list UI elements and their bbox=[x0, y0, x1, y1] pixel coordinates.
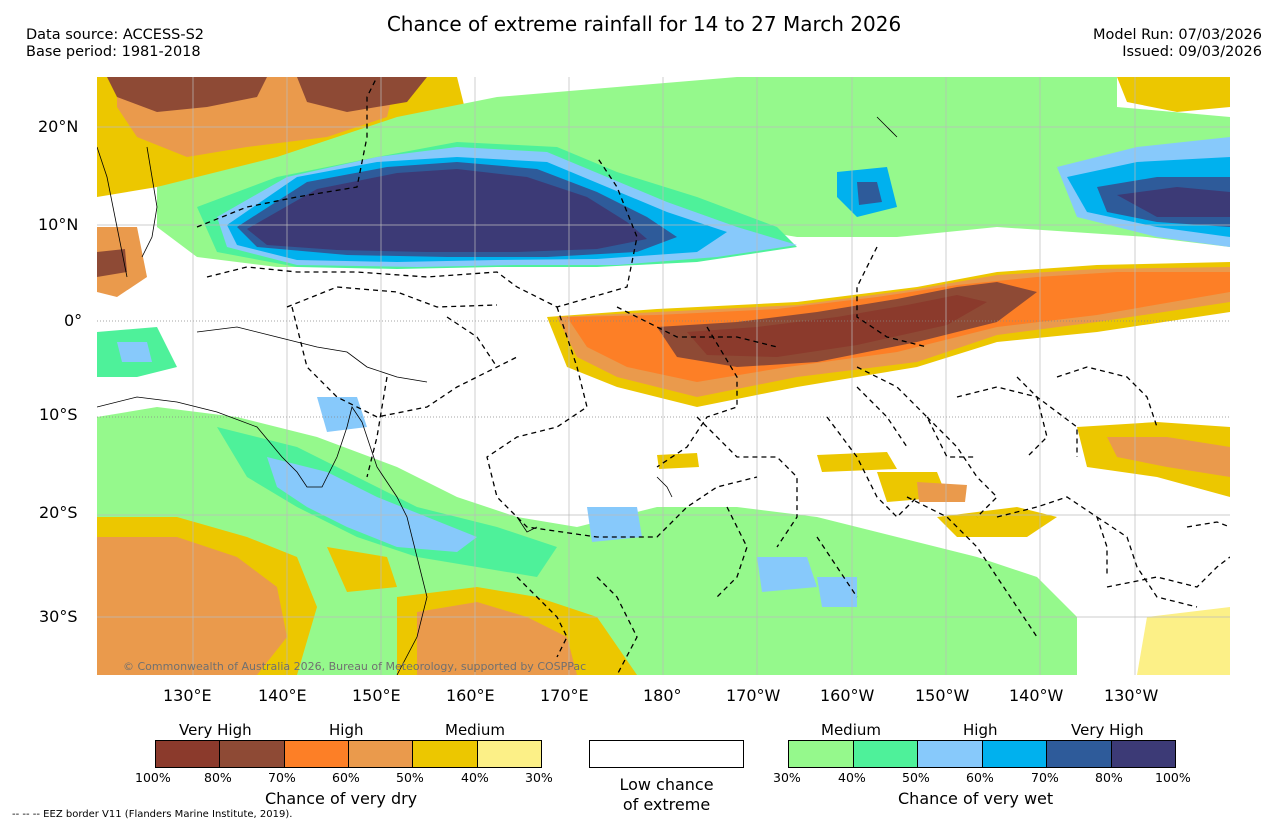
wet-legend-title: Chance of very wet bbox=[898, 789, 1054, 808]
lon-label-180: 180° bbox=[643, 686, 682, 705]
wet-tick-100: 100% bbox=[1155, 770, 1191, 785]
data-source-label: Data source: ACCESS-S2 bbox=[26, 27, 205, 43]
lat-label-0: 0° bbox=[64, 311, 83, 330]
wet-swatch-40-50 bbox=[853, 741, 918, 767]
dry-colorbar bbox=[155, 740, 542, 768]
lon-label-150e: 150°E bbox=[352, 686, 401, 705]
wet-colorbar bbox=[788, 740, 1176, 768]
ne-dry-region bbox=[1117, 77, 1230, 112]
wet-tick-50: 50% bbox=[902, 770, 930, 785]
low-chance-label-line1: Low chance bbox=[619, 775, 714, 794]
dry-tick-80: 80% bbox=[204, 770, 232, 785]
wet-tick-80: 80% bbox=[1095, 770, 1123, 785]
lon-label-140w: 140°W bbox=[1009, 686, 1064, 705]
wet-swatch-30-40 bbox=[789, 741, 854, 767]
dry-swatch-70-60 bbox=[284, 741, 349, 767]
southern-wet-region bbox=[97, 327, 1077, 675]
wet-tick-40: 40% bbox=[838, 770, 866, 785]
coastlines bbox=[97, 116, 898, 675]
low-chance-label: Low chance of extreme bbox=[589, 775, 744, 815]
model-run-label: Model Run: 07/03/2026 bbox=[1092, 27, 1262, 43]
lon-label-130w: 130°W bbox=[1104, 686, 1159, 705]
lon-label-170w: 170°W bbox=[726, 686, 781, 705]
lat-lon-grid bbox=[97, 77, 1230, 675]
low-chance-swatch bbox=[589, 740, 744, 768]
dry-tick-40: 40% bbox=[461, 770, 489, 785]
eez-footnote: -- -- -- EEZ border V11 (Flanders Marine… bbox=[12, 809, 293, 820]
lat-label-10n: 10°N bbox=[38, 215, 79, 234]
northern-wet-band bbox=[157, 77, 1230, 269]
dry-legend-title: Chance of very dry bbox=[265, 789, 418, 808]
rainfall-map: © Commonwealth of Australia 2026, Bureau… bbox=[97, 77, 1230, 675]
dry-swatch-50-40 bbox=[413, 741, 478, 767]
equatorial-dry-band bbox=[547, 262, 1230, 407]
dry-tick-60: 60% bbox=[332, 770, 360, 785]
dry-category-medium: Medium bbox=[445, 721, 505, 739]
dry-swatch-40-30 bbox=[477, 741, 541, 767]
wet-category-high: High bbox=[963, 721, 998, 739]
dry-tick-50: 50% bbox=[396, 770, 424, 785]
map-title: Chance of extreme rainfall for 14 to 27 … bbox=[386, 12, 902, 36]
dry-swatch-100-80 bbox=[156, 741, 221, 767]
eez-borders bbox=[196, 77, 1230, 675]
lon-label-170e: 170°E bbox=[540, 686, 589, 705]
dry-swatch-80-70 bbox=[220, 741, 285, 767]
wet-tick-30: 30% bbox=[773, 770, 801, 785]
lat-label-30s: 30°S bbox=[39, 607, 78, 626]
dry-tick-30: 30% bbox=[525, 770, 553, 785]
dry-swatch-60-50 bbox=[348, 741, 414, 767]
wet-category-medium: Medium bbox=[821, 721, 881, 739]
dry-tick-100: 100% bbox=[135, 770, 171, 785]
wet-tick-60: 60% bbox=[966, 770, 994, 785]
wet-swatch-80-100 bbox=[1111, 741, 1175, 767]
wet-category-very-high: Very High bbox=[1071, 721, 1144, 739]
wet-swatch-70-80 bbox=[1047, 741, 1112, 767]
lon-label-160e: 160°E bbox=[446, 686, 495, 705]
wet-swatch-50-60 bbox=[918, 741, 983, 767]
lon-label-150w: 150°W bbox=[915, 686, 970, 705]
southern-dry-region bbox=[97, 422, 1230, 675]
model-run-info: Model Run: 07/03/2026 Issued: 09/03/2026 bbox=[1093, 27, 1262, 61]
lat-label-10s: 10°S bbox=[39, 405, 78, 424]
dry-category-very-high: Very High bbox=[179, 721, 252, 739]
lon-label-130e: 130°E bbox=[163, 686, 212, 705]
wet-tick-70: 70% bbox=[1031, 770, 1059, 785]
base-period-label: Base period: 1981-2018 bbox=[26, 44, 201, 60]
data-source-info: Data source: ACCESS-S2 Base period: 1981… bbox=[26, 27, 204, 61]
issued-label: Issued: 09/03/2026 bbox=[1122, 44, 1262, 60]
dry-category-high: High bbox=[329, 721, 364, 739]
lat-label-20s: 20°S bbox=[39, 503, 78, 522]
low-chance-label-line2: of extreme bbox=[622, 795, 711, 814]
lon-label-160w: 160°W bbox=[820, 686, 875, 705]
lon-label-140e: 140°E bbox=[258, 686, 307, 705]
nw-dry-region bbox=[97, 77, 467, 297]
lat-label-20n: 20°N bbox=[38, 117, 79, 136]
copyright-notice: © Commonwealth of Australia 2026, Bureau… bbox=[123, 660, 586, 673]
dry-tick-70: 70% bbox=[268, 770, 296, 785]
wet-swatch-60-70 bbox=[982, 741, 1047, 767]
